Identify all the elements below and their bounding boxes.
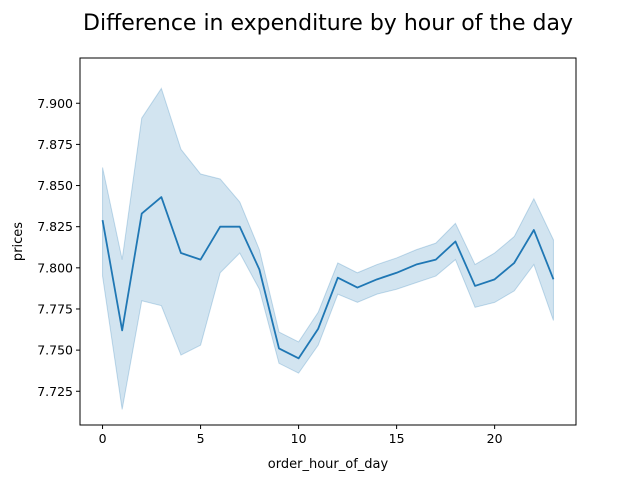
x-axis-label: order_hour_of_day: [268, 457, 389, 472]
y-tick-label: 7.900: [37, 96, 73, 111]
x-tick-label: 10: [291, 431, 307, 446]
y-axis-label: prices: [11, 222, 26, 261]
confidence-band: [103, 88, 554, 409]
y-tick-label: 7.750: [37, 343, 73, 358]
confidence-band-layer: [103, 88, 554, 409]
y-tick-label: 7.775: [37, 301, 73, 316]
y-tick-label: 7.875: [37, 137, 73, 152]
y-tick-label: 7.825: [37, 219, 73, 234]
x-tick-label: 5: [197, 431, 205, 446]
x-tick-label: 20: [487, 431, 503, 446]
y-axis: 7.725 7.750 7.775 7.800 7.825 7.850 7.875 7.900: [37, 96, 80, 399]
x-tick-label: 15: [389, 431, 405, 446]
y-tick-label: 7.850: [37, 178, 73, 193]
y-tick-label: 7.800: [37, 260, 73, 275]
y-tick-label: 7.725: [37, 384, 73, 399]
x-tick-label: 0: [99, 431, 107, 446]
x-axis: 0 5 10 15 20: [99, 425, 503, 446]
chart-title: Difference in expenditure by hour of the…: [83, 11, 573, 36]
